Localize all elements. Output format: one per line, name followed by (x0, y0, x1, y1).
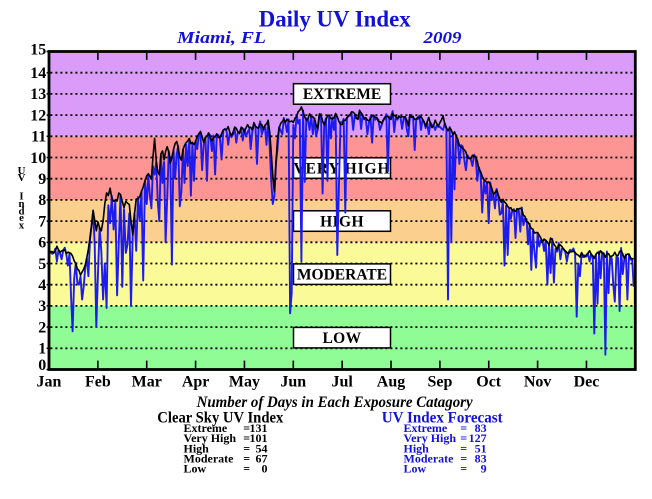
svg-text:x: x (19, 220, 25, 232)
svg-text:Jul: Jul (332, 374, 354, 391)
svg-text:d: d (18, 206, 24, 218)
svg-text:Jan: Jan (37, 374, 62, 391)
svg-text:HIGH: HIGH (320, 213, 364, 230)
svg-text:83: 83 (475, 452, 487, 466)
svg-text:MODERATE: MODERATE (297, 266, 387, 283)
svg-text:=: = (460, 462, 467, 476)
svg-text:Moderate: Moderate (184, 452, 235, 466)
svg-text:2: 2 (38, 319, 46, 336)
svg-text:4: 4 (38, 277, 46, 294)
svg-text:Miami, FL: Miami, FL (176, 28, 266, 47)
svg-text:Jun: Jun (280, 374, 306, 391)
svg-text:May: May (229, 374, 260, 391)
svg-text:=: = (243, 421, 250, 435)
svg-text:Low: Low (404, 462, 427, 476)
svg-text:=: = (243, 441, 250, 455)
svg-text:51: 51 (475, 441, 487, 455)
svg-text:15: 15 (30, 41, 46, 58)
svg-text:11: 11 (31, 129, 46, 146)
svg-text:54: 54 (256, 441, 268, 455)
svg-text:83: 83 (475, 421, 487, 435)
svg-text:1: 1 (38, 341, 46, 358)
svg-text:Sep: Sep (427, 374, 452, 391)
svg-text:9: 9 (481, 462, 487, 476)
svg-text:Very High: Very High (404, 431, 457, 445)
svg-text:7: 7 (38, 213, 46, 230)
svg-text:3: 3 (38, 298, 46, 315)
svg-text:Aug: Aug (377, 374, 405, 391)
svg-text:6: 6 (38, 235, 46, 252)
svg-text:9: 9 (38, 171, 46, 188)
svg-text:13: 13 (30, 86, 46, 103)
svg-text:VERY HIGH: VERY HIGH (294, 160, 391, 177)
svg-text:101: 101 (250, 431, 268, 445)
svg-text:U: U (18, 165, 26, 177)
svg-text:Feb: Feb (85, 374, 111, 391)
svg-text:Daily UV Index: Daily UV Index (259, 7, 411, 33)
svg-text:14: 14 (30, 65, 46, 82)
svg-text:12: 12 (30, 107, 46, 124)
svg-text:Very High: Very High (184, 431, 237, 445)
svg-text:=: = (460, 431, 467, 445)
svg-text:Extreme: Extreme (404, 421, 448, 435)
svg-text:=: = (243, 452, 250, 466)
svg-text:Apr: Apr (182, 374, 210, 391)
svg-text:UV Index Forecast: UV Index Forecast (382, 410, 504, 427)
svg-text:Number of Days in Each Exposur: Number of Days in Each Exposure Catagory (196, 394, 473, 411)
svg-text:LOW: LOW (322, 330, 361, 347)
svg-text:High: High (404, 441, 430, 455)
svg-text:2009: 2009 (422, 28, 462, 47)
svg-text:n: n (18, 198, 24, 210)
svg-text:127: 127 (469, 431, 487, 445)
svg-text:e: e (19, 212, 24, 224)
svg-text:=: = (243, 462, 250, 476)
svg-text:High: High (184, 441, 210, 455)
svg-text:=: = (460, 452, 467, 466)
svg-text:=: = (460, 421, 467, 435)
svg-text:V: V (18, 172, 26, 184)
svg-text:67: 67 (256, 452, 268, 466)
svg-text:=: = (243, 431, 250, 445)
svg-text:8: 8 (38, 192, 46, 209)
svg-text:Moderate: Moderate (404, 452, 455, 466)
svg-text:Nov: Nov (524, 374, 552, 391)
svg-text:Mar: Mar (132, 374, 162, 391)
svg-text:Oct: Oct (476, 374, 502, 391)
svg-text:=: = (460, 441, 467, 455)
svg-text:EXTREME: EXTREME (303, 86, 381, 103)
svg-text:Extreme: Extreme (184, 421, 228, 435)
svg-text:5: 5 (38, 256, 46, 273)
svg-text:0: 0 (38, 357, 46, 374)
svg-text:Low: Low (184, 462, 207, 476)
svg-text:0: 0 (262, 462, 268, 476)
svg-text:Dec: Dec (574, 374, 600, 391)
svg-text:10: 10 (30, 150, 46, 167)
svg-text:I: I (19, 191, 23, 203)
svg-text:131: 131 (250, 421, 268, 435)
svg-text:Clear Sky UV Index: Clear Sky UV Index (157, 410, 283, 427)
